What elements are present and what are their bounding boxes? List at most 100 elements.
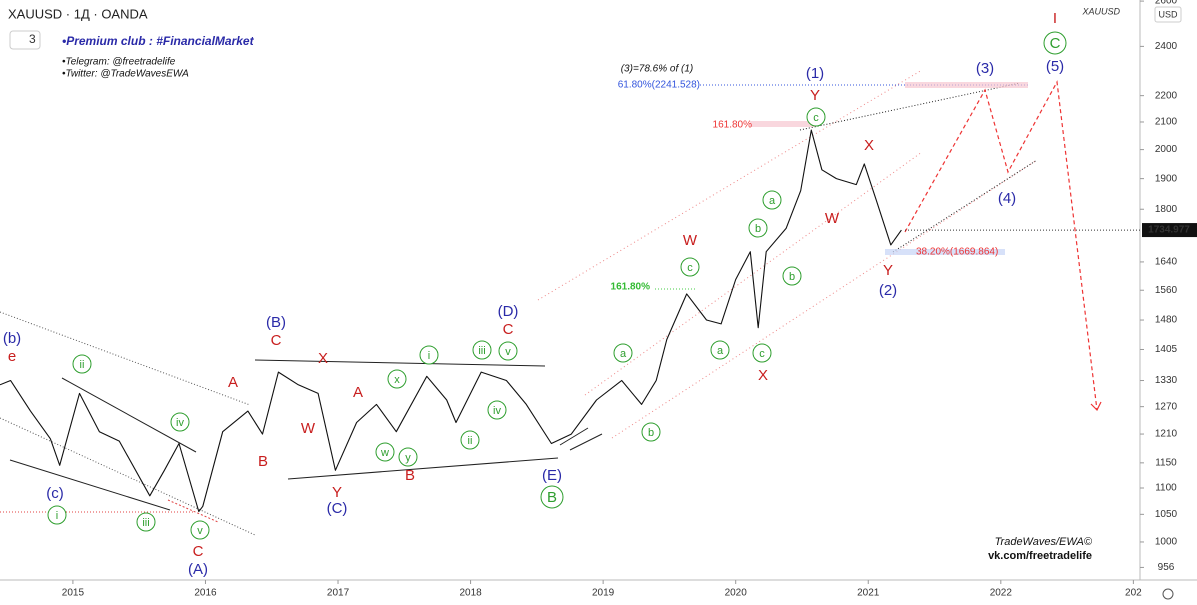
wave-label: i [56,510,58,522]
wave-label: W [825,210,840,227]
wave-label: C [193,543,204,560]
wave-label: x [394,374,400,386]
wave-circle [613,343,633,363]
wave-circle [375,442,395,462]
y-tick-label: 1640 [1155,257,1178,268]
wave-label: w [380,447,389,459]
x-tick-label: 2019 [592,588,615,599]
series-name: XAUUSD [1081,6,1120,16]
annotation: 161.80% [713,120,753,131]
wave-circle [190,520,210,540]
wave-circle [460,430,480,450]
y-tick-label: 2600 [1155,0,1178,7]
wave-circle [136,512,156,532]
wave-label: (3) [976,60,994,77]
wave-circle [498,341,518,361]
wave-label: c [759,348,765,360]
wave-label: B [405,467,415,484]
wave-label: (5) [1046,58,1064,75]
wave-label: ii [468,435,473,447]
wave-label: Y [883,262,893,279]
interval-badge[interactable] [9,30,41,50]
wave-label: W [683,232,698,249]
wave-circle [748,218,768,238]
x-tick-label: 2018 [459,588,482,599]
wave-label: (E) [542,467,562,484]
settings-icon[interactable] [1162,588,1174,600]
plot [0,129,902,513]
wave-circle [1043,31,1067,55]
wave-circle [710,340,730,360]
wave-label: (4) [998,190,1016,207]
wave-label: iii [478,345,485,357]
watermark: vk.com/freetradelife [988,550,1092,562]
wave-label: e [8,348,16,365]
wave-label: v [197,525,203,537]
wave-circle [170,412,190,432]
wave-label: (A) [188,561,208,578]
annotation: 161.80% [611,282,651,293]
wave-label: (c) [46,485,64,502]
wave-label: A [228,374,238,391]
wave-label: b [648,427,654,439]
wave-label: X [758,367,768,384]
note: •Twitter: @TradeWavesEWA [62,69,189,80]
wave-label: a [620,348,627,360]
watermark: TradeWaves/EWA© [995,536,1093,548]
x-tick-label: 2017 [327,588,350,599]
wave-label: (C) [327,500,348,517]
note: •Telegram: @freetradelife [62,57,176,68]
wave-label: i [428,350,430,362]
wave-label: Y [332,484,342,501]
wave-label: X [864,137,874,154]
wave-circle [472,340,492,360]
wave-circle [47,505,67,525]
y-tick-label: 1800 [1155,204,1178,215]
wave-circle [540,485,564,509]
interval-badge-text: 3 [29,32,36,46]
annotation: 61.80%(2241.528) [618,80,700,91]
wave-circle [806,107,826,127]
y-tick-label: 2000 [1155,144,1178,155]
wave-circle [72,354,92,374]
x-tick-label: 2022 [990,588,1013,599]
wave-label: Y [810,87,820,104]
x-tick-label: 2020 [725,588,748,599]
axes: 956 1000 1050 1100 1150 1210 1270 1330 1405 1480 1… [62,0,1197,599]
wave-circle [387,369,407,389]
wave-label: B [547,489,557,506]
wave-label: iv [493,405,501,417]
wave-label: C [271,332,282,349]
wave-label: a [717,345,724,357]
wave-label: (2) [879,282,897,299]
wave-circle [782,266,802,286]
y-tick-label: 956 [1158,562,1175,573]
wave-label: iv [176,417,184,429]
price-line [0,129,902,513]
wave-label: W [301,420,316,437]
x-tick-label: 2021 [857,588,880,599]
wave-label: (1) [806,65,824,82]
currency-box [1154,6,1182,23]
x-tick-label: 2015 [62,588,85,599]
wave-circle [641,422,661,442]
wave-label: C [503,321,514,338]
wave-label: (b) [3,330,21,347]
y-tick-label: 1330 [1155,375,1178,386]
wave-label: c [687,262,693,274]
y-tick-label: 1050 [1155,509,1178,520]
wave-label: b [755,223,761,235]
y-tick-label: 2400 [1155,41,1178,52]
wave-circle [752,343,772,363]
wave-label: I [1053,10,1057,27]
wave-label: B [258,453,268,470]
wave-circle [398,447,418,467]
wave-label: a [769,195,776,207]
wave-circle [419,345,439,365]
y-tick-label: 1900 [1155,173,1178,184]
y-tick-label: 2200 [1155,90,1178,101]
y-tick-label: 1405 [1155,344,1178,355]
